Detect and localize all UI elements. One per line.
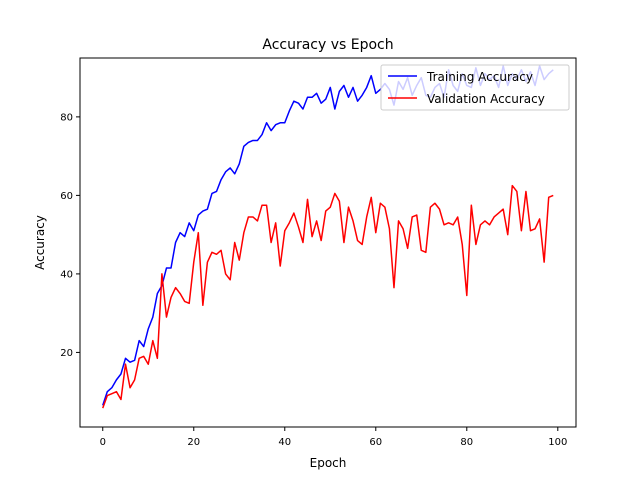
- y-axis-label: Accuracy: [33, 215, 47, 270]
- x-tick-label: 80: [460, 437, 473, 448]
- x-tick-label: 20: [187, 437, 200, 448]
- y-tick-label: 40: [60, 269, 73, 280]
- axes: [79, 57, 577, 428]
- x-tick-label: 100: [548, 437, 567, 448]
- legend-label-training: Training Accuracy: [426, 70, 533, 84]
- x-tick-label: 40: [278, 437, 291, 448]
- y-tick-label: 80: [60, 112, 73, 123]
- series-line-1: [102, 184, 554, 409]
- x-tick-label: 60: [369, 437, 382, 448]
- y-tick-label: 60: [60, 191, 73, 202]
- legend-box: [380, 64, 570, 111]
- x-axis-label: Epoch: [310, 456, 347, 470]
- legend-label-validation: Validation Accuracy: [427, 92, 545, 106]
- legend: Training Accuracy Validation Accuracy: [380, 64, 570, 111]
- ticks: 0 20 40 60 80 100 20 40 60 80: [60, 112, 567, 448]
- x-tick-label: 0: [100, 437, 106, 448]
- y-tick-label: 20: [60, 348, 73, 359]
- axes-frame: [79, 57, 577, 428]
- chart-title: Accuracy vs Epoch: [262, 37, 393, 53]
